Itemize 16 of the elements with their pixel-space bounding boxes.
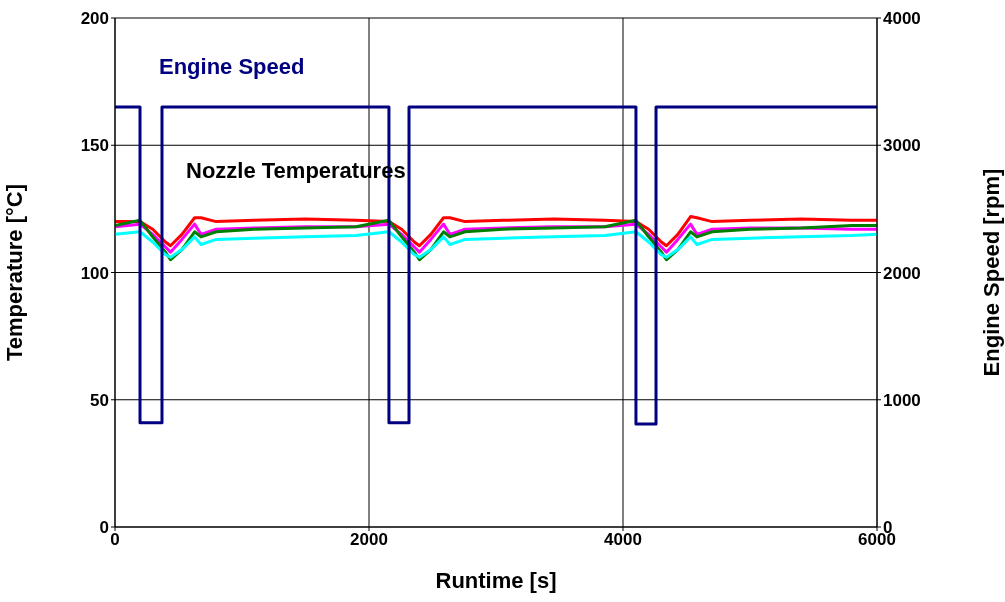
line-series (115, 230, 877, 259)
y-axis-title: Temperature [°C] (1, 183, 27, 362)
y-tick-label: 50 (90, 390, 109, 410)
x-tick-label: 2000 (350, 530, 388, 550)
y2-tick-label: 2000 (883, 263, 921, 283)
line-series (115, 215, 877, 248)
y2-tick-label: 1000 (883, 390, 921, 410)
x-axis-title: Runtime [s] (435, 568, 557, 593)
y2-tick-label: 4000 (883, 9, 921, 29)
y-tick-label: 200 (80, 9, 109, 29)
y2-tick-label: 3000 (883, 136, 921, 156)
y2-axis-title: Engine Speed [rpm] (978, 168, 1004, 377)
y-tick-label: 100 (80, 263, 109, 283)
series-label: Engine Speed (155, 52, 309, 82)
x-tick-label: 4000 (604, 530, 642, 550)
y-tick-label: 150 (80, 136, 109, 156)
